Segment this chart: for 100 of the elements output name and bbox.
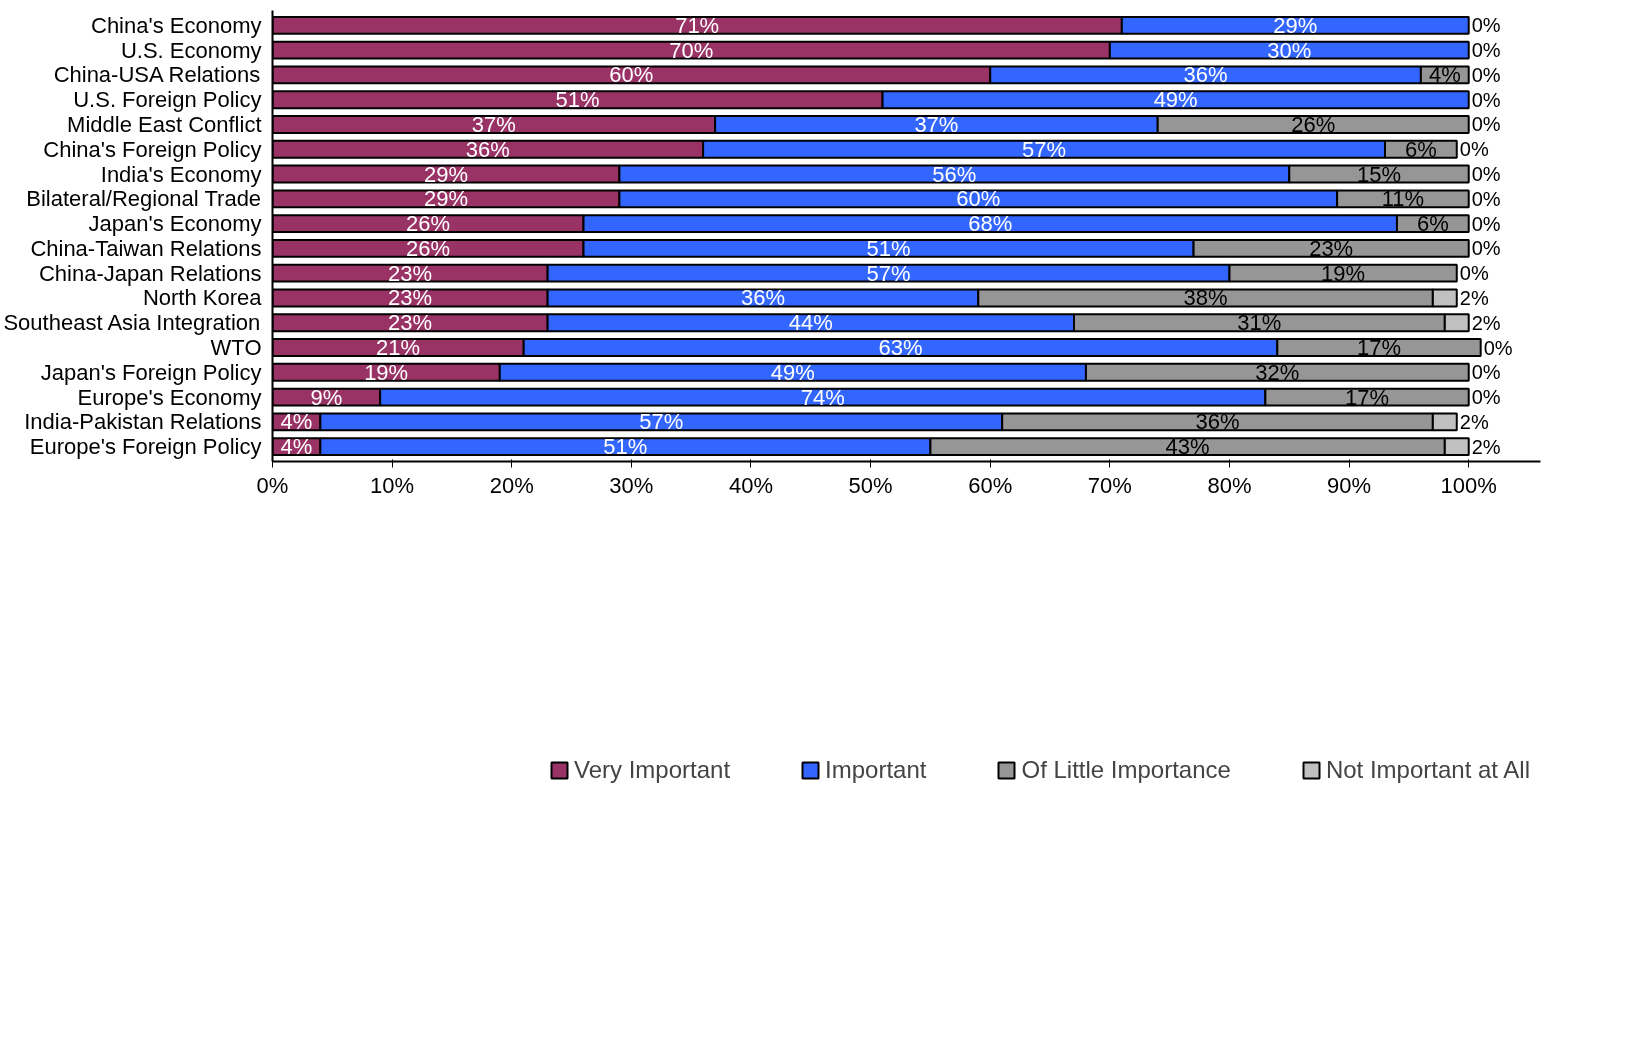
data-label: 0% <box>1471 39 1501 62</box>
y-tick-label: U.S. Economy <box>120 37 262 63</box>
data-label: 60% <box>956 186 1001 212</box>
data-label: 36% <box>1183 62 1228 88</box>
x-tick-label: 60% <box>968 472 1013 498</box>
x-tick-label: 40% <box>728 472 774 498</box>
data-label: 0% <box>1483 336 1513 359</box>
x-tick-label: 70% <box>1087 472 1132 498</box>
y-tick-label: U.S. Foreign Policy <box>73 87 262 113</box>
data-label: 4% <box>280 409 313 435</box>
data-label: 43% <box>1165 434 1210 460</box>
data-label: 26% <box>405 235 451 261</box>
legend-label: Important <box>825 756 927 784</box>
data-label: 15% <box>1356 161 1402 187</box>
y-tick-label: WTO <box>210 335 262 361</box>
y-tick-label: Middle East Conflict <box>67 111 262 137</box>
data-label: 4% <box>1428 62 1461 88</box>
data-label: 0% <box>1471 187 1501 210</box>
data-label: 17% <box>1356 335 1402 361</box>
data-label: 2% <box>1471 311 1501 334</box>
y-tick-label: Europe's Economy <box>77 384 262 410</box>
data-label: 60% <box>609 62 654 88</box>
x-tick-label: 50% <box>848 472 893 498</box>
data-label: 23% <box>388 310 433 336</box>
data-label: 0% <box>1471 237 1501 260</box>
data-label: 57% <box>639 409 684 435</box>
data-label: 0% <box>1471 88 1501 111</box>
y-tick-label: India-Pakistan Relations <box>24 409 262 435</box>
data-label: 36% <box>740 285 785 311</box>
x-tick-label: 30% <box>609 472 654 498</box>
data-label: 11% <box>1381 186 1425 212</box>
data-label: 26% <box>405 211 451 237</box>
y-tick-label: China-USA Relations <box>53 62 261 88</box>
data-label: 31% <box>1237 310 1282 336</box>
data-label: 36% <box>1195 409 1240 435</box>
data-label: 26% <box>1291 111 1336 137</box>
data-label: 2% <box>1471 435 1501 458</box>
y-tick-label: India's Economy <box>100 161 262 187</box>
data-label: 51% <box>555 87 600 113</box>
data-label: 6% <box>1416 211 1449 237</box>
x-tick-label: 0% <box>256 472 289 498</box>
data-label: 32% <box>1255 359 1300 385</box>
data-label: 70% <box>669 37 714 63</box>
data-label: 23% <box>388 285 433 311</box>
data-label: 21% <box>376 335 421 361</box>
data-label: 0% <box>1471 14 1501 37</box>
legend-label: Of Little Importance <box>1021 756 1231 784</box>
data-label: 2% <box>1459 410 1489 433</box>
data-label: 19% <box>364 359 409 385</box>
data-label: 74% <box>800 384 845 410</box>
y-tick-label: China-Taiwan Relations <box>30 235 262 261</box>
data-label: 0% <box>1471 163 1501 186</box>
y-tick-label: Europe's Foreign Policy <box>29 434 262 460</box>
data-label: 36% <box>465 136 510 162</box>
data-label: 57% <box>866 260 911 286</box>
data-label: 17% <box>1345 384 1390 410</box>
legend-label: Not Important at All <box>1325 756 1530 784</box>
data-label: 57% <box>1022 136 1067 162</box>
data-label: 0% <box>1471 212 1501 235</box>
data-label: 37% <box>471 111 516 137</box>
data-label: 19% <box>1321 260 1366 286</box>
data-label: 2% <box>1459 286 1489 309</box>
data-label: 9% <box>310 384 343 410</box>
data-label: 38% <box>1183 285 1228 311</box>
data-label: 37% <box>914 111 959 137</box>
data-label: 0% <box>1471 113 1501 136</box>
x-tick-label: 10% <box>370 472 415 498</box>
data-label: 4% <box>280 434 313 460</box>
data-label: 68% <box>968 211 1013 237</box>
y-tick-label: Japan's Economy <box>88 211 262 237</box>
y-tick-label: Bilateral/Regional Trade <box>26 186 262 212</box>
y-tick-label: Southeast Asia Integration <box>3 310 261 336</box>
data-label: 71% <box>675 12 720 38</box>
data-label: 23% <box>1309 235 1354 261</box>
data-label: 51% <box>866 235 911 261</box>
y-tick-label: China's Economy <box>91 12 262 38</box>
data-label: 0% <box>1471 386 1501 409</box>
data-label: 0% <box>1471 63 1501 86</box>
data-label: 56% <box>932 161 977 187</box>
data-label: 29% <box>1273 12 1318 38</box>
data-label: 29% <box>423 186 468 212</box>
x-tick-label: 80% <box>1207 472 1252 498</box>
data-label: 30% <box>1267 37 1312 63</box>
data-label: 0% <box>1459 138 1489 161</box>
data-label: 0% <box>1471 361 1501 384</box>
data-label: 63% <box>878 335 923 361</box>
y-tick-label: North Korea <box>142 285 263 311</box>
data-label: 49% <box>1153 87 1198 113</box>
y-tick-label: China-Japan Relations <box>38 260 262 286</box>
x-tick-label: 20% <box>489 472 534 498</box>
data-label: 51% <box>603 434 648 460</box>
data-label: 23% <box>388 260 433 286</box>
data-label: 49% <box>770 359 815 385</box>
x-tick-label: 90% <box>1327 472 1372 498</box>
y-tick-label: China's Foreign Policy <box>43 136 262 162</box>
data-label: 0% <box>1459 262 1489 285</box>
x-tick-label: 100% <box>1440 472 1497 498</box>
legend-label: Very Important <box>574 756 731 784</box>
y-tick-label: Japan's Foreign Policy <box>40 359 262 385</box>
data-label: 44% <box>788 310 833 336</box>
